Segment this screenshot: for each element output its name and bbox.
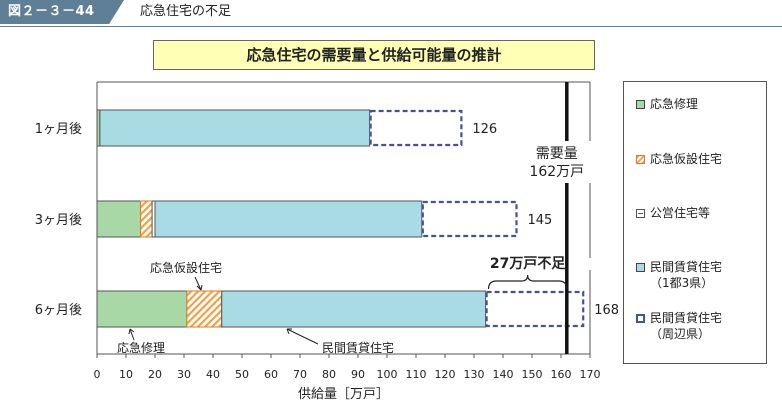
legend-swatch-public-housing <box>636 209 645 218</box>
total-value-label: 168 <box>594 303 619 318</box>
x-tick-label: 30 <box>177 368 191 381</box>
legend-label: 民間賃貸住宅 <box>650 260 723 274</box>
legend-swatch-private-rental-metro <box>636 263 645 272</box>
bar-segment-private-rental-metro <box>154 200 423 238</box>
legend-swatch-temporary-housing <box>636 155 645 164</box>
x-tick-label: 0 <box>94 368 101 381</box>
demand-label-value: 162万戸 <box>529 164 584 180</box>
annotation-arrowhead <box>128 328 135 335</box>
figure-number-tab: 図２－３－44 <box>0 0 124 24</box>
category-label: 3ヶ月後 <box>35 213 82 228</box>
annotation-leader <box>129 328 135 341</box>
header-divider <box>0 26 782 27</box>
bar-segment-temporary-housing <box>186 290 223 328</box>
figure-header: 図２－３－44 応急住宅の不足 <box>0 0 782 27</box>
bar-segment-private-rental-surrounding <box>369 109 463 147</box>
shortage-label: 27万戸不足 <box>490 256 566 272</box>
category-label: 6ヶ月後 <box>35 303 82 318</box>
x-tick-label: 150 <box>522 368 543 381</box>
legend-label-group: 民間賃貸住宅 （1都3県） <box>650 259 722 291</box>
legend: 応急修理 応急仮設住宅 公営住宅等 民間賃貸住宅 （1都3県） 民間賃貸住宅 （… <box>623 81 767 364</box>
bar-segment-private-rental-metro <box>221 290 487 328</box>
x-tick-label: 60 <box>264 368 278 381</box>
annotation-repair: 応急修理 <box>117 340 165 355</box>
bar-segment-repair <box>96 200 141 238</box>
legend-label: 公営住宅等 <box>650 206 711 220</box>
demand-label-title: 需要量 <box>536 146 578 162</box>
legend-item-repair: 応急修理 <box>636 96 698 112</box>
x-tick-label: 10 <box>119 368 133 381</box>
total-value-label: 145 <box>528 213 553 228</box>
legend-swatch-private-rental-surrounding <box>636 314 645 323</box>
bar-segment-private-rental-surrounding <box>421 200 518 238</box>
annotation-temporary-housing: 応急仮設住宅 <box>150 260 222 275</box>
x-tick-label: 170 <box>580 368 601 381</box>
annotation-arrowhead <box>286 328 292 335</box>
legend-label-group: 民間賃貸住宅 （周辺県） <box>650 310 722 342</box>
chart-title: 応急住宅の需要量と供給可能量の推計 <box>153 40 595 70</box>
x-tick-label: 40 <box>206 368 220 381</box>
shortage-brace <box>487 274 568 290</box>
x-tick-label: 70 <box>293 368 307 381</box>
x-axis-title: 供給量［万戸］ <box>298 387 389 402</box>
x-tick-label: 50 <box>235 368 249 381</box>
legend-sublabel: （1都3県） <box>650 276 714 290</box>
x-tick-label: 80 <box>322 368 336 381</box>
x-tick-label: 130 <box>464 368 485 381</box>
x-tick-label: 110 <box>406 368 427 381</box>
x-tick-label: 160 <box>551 368 572 381</box>
annotation-private-rental: 民間賃貸住宅 <box>322 340 394 355</box>
bar-segment-private-rental-metro <box>99 109 371 147</box>
x-tick-label: 120 <box>435 368 456 381</box>
total-value-label: 126 <box>472 122 497 137</box>
legend-sublabel: （周辺県） <box>650 327 711 341</box>
category-label: 1ヶ月後 <box>35 122 82 137</box>
demand-label-bg <box>511 141 598 183</box>
annotation-arrowhead <box>196 284 203 291</box>
legend-label: 応急修理 <box>650 97 699 111</box>
annotation-leader <box>286 328 319 345</box>
x-tick-label: 140 <box>493 368 514 381</box>
figure-title: 応急住宅の不足 <box>140 4 232 19</box>
legend-label: 民間賃貸住宅 <box>650 311 723 325</box>
legend-item-public-housing: 公営住宅等 <box>636 205 710 221</box>
legend-swatch-repair <box>636 100 645 109</box>
legend-label: 応急仮設住宅 <box>650 152 723 166</box>
annotation-leader <box>194 276 202 291</box>
legend-item-private-rental-metro: 民間賃貸住宅 （1都3県） <box>636 259 722 291</box>
legend-item-private-rental-surrounding: 民間賃貸住宅 （周辺県） <box>636 310 722 342</box>
x-tick-label: 20 <box>148 368 162 381</box>
x-tick-label: 100 <box>377 368 398 381</box>
bar-segment-repair <box>96 290 188 328</box>
x-tick-label: 90 <box>351 368 365 381</box>
bar-segment-temporary-housing <box>140 200 153 238</box>
bar-segment-private-rental-surrounding <box>485 290 585 328</box>
legend-item-temporary-housing: 応急仮設住宅 <box>636 151 722 167</box>
